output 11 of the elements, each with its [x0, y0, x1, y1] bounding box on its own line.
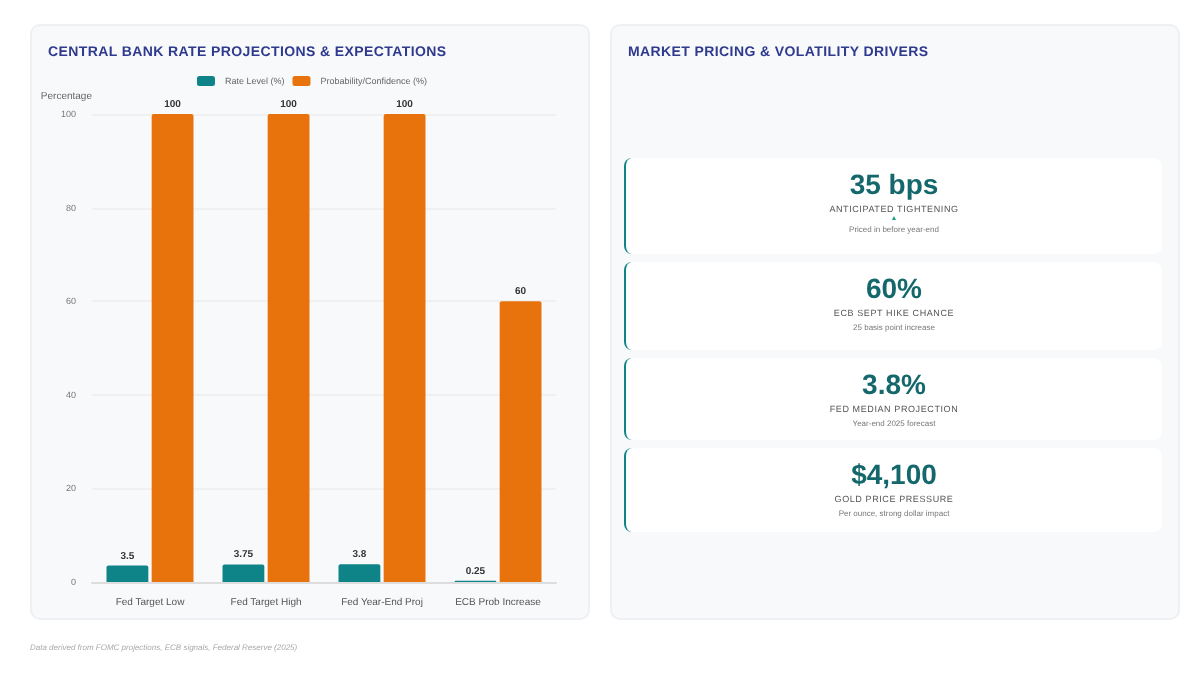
text: 35 bps — [847, 168, 941, 200]
bar — [151, 114, 194, 582]
bar — [267, 114, 310, 582]
text: 3.8% — [860, 368, 928, 400]
bar — [106, 565, 149, 582]
bar — [499, 301, 542, 582]
text: $4,100 — [849, 458, 939, 490]
bar — [222, 564, 265, 582]
bar — [338, 564, 381, 582]
bar — [383, 114, 426, 582]
text: 60% — [863, 272, 925, 304]
